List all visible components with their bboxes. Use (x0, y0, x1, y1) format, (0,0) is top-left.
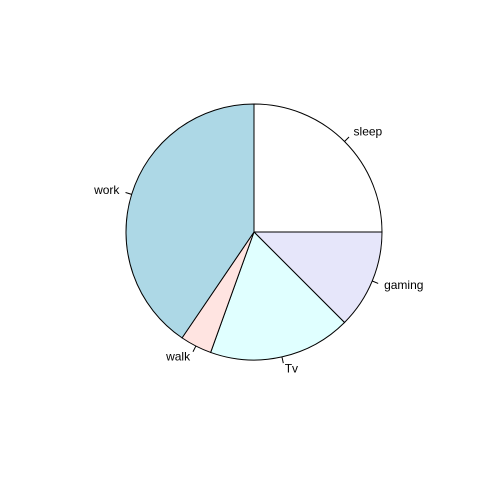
pie-slice-work (125, 103, 255, 339)
pie-slice-gaming (252, 231, 383, 324)
slice-label-tv: Tv (285, 362, 298, 376)
slice-label-walk: walk (165, 350, 191, 364)
slice-label-gaming: gaming (384, 278, 423, 292)
slice-label-sleep: sleep (354, 125, 383, 139)
slices-layer (125, 103, 383, 361)
label-tick-work (125, 192, 132, 195)
label-ticks-layer (125, 136, 379, 364)
labels-layer: sleep gaming Tv walk work (93, 125, 423, 376)
label-tick-tv (281, 356, 284, 364)
label-tick-sleep (344, 136, 350, 142)
label-tick-gaming (372, 280, 379, 284)
slice-label-work: work (93, 183, 120, 197)
pie-slice-sleep (253, 103, 383, 233)
label-tick-walk (192, 345, 197, 352)
